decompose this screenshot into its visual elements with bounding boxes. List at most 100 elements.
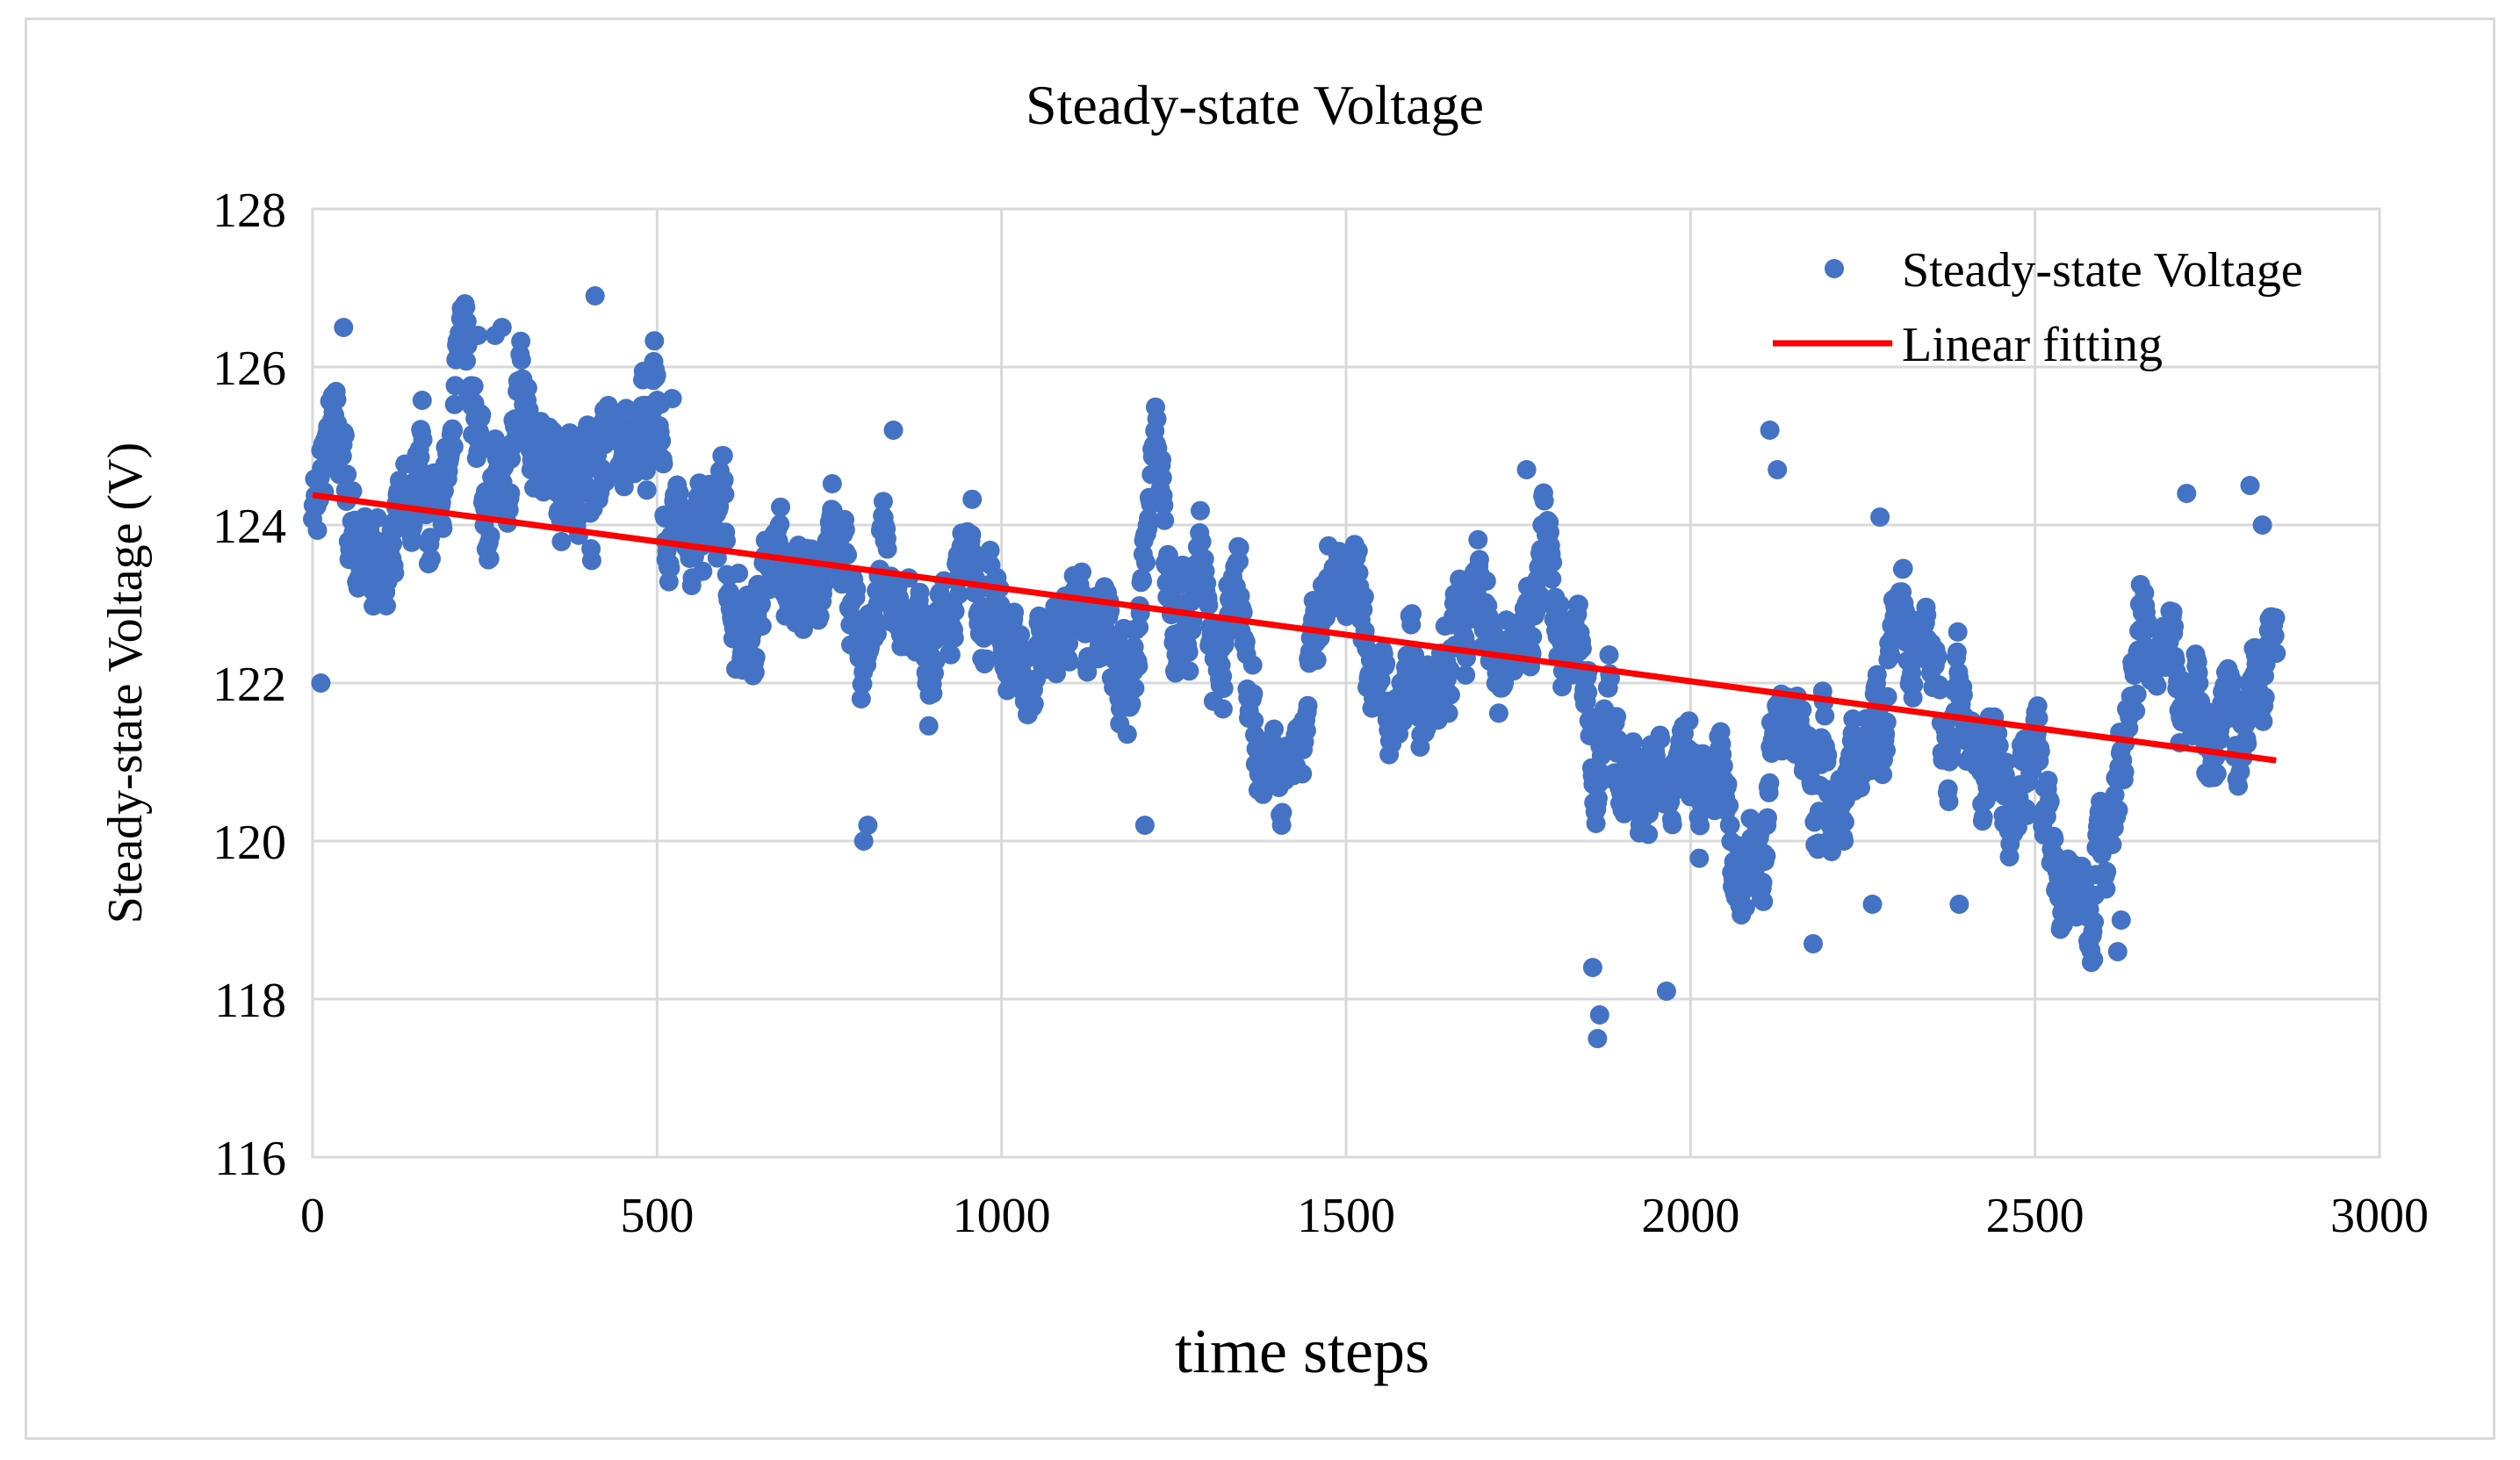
scatter-point bbox=[1804, 934, 1823, 953]
scatter-point bbox=[1953, 685, 1973, 705]
scatter-point bbox=[752, 593, 771, 614]
scatter-point bbox=[1753, 873, 1773, 893]
scatter-point bbox=[335, 425, 355, 445]
scatter-point bbox=[1947, 642, 1967, 662]
scatter-point bbox=[468, 326, 488, 345]
scatter-point bbox=[838, 545, 858, 565]
scatter-point bbox=[976, 649, 997, 669]
scatter-point bbox=[2237, 734, 2257, 754]
scatter-point bbox=[413, 429, 433, 450]
scatter-point bbox=[2252, 515, 2272, 535]
scatter-point bbox=[1147, 409, 1167, 429]
scatter-point bbox=[1129, 617, 1149, 637]
scatter-point bbox=[1760, 773, 1780, 793]
scatter-point bbox=[1572, 638, 1592, 658]
scatter-point bbox=[551, 531, 572, 551]
scatter-point bbox=[1689, 848, 1710, 868]
scatter-point bbox=[715, 485, 735, 505]
scatter-point bbox=[456, 298, 476, 317]
scatter-point bbox=[1376, 653, 1396, 673]
scatter-point bbox=[1948, 622, 1968, 642]
x-tick-label: 2500 bbox=[1986, 1189, 2084, 1243]
scatter-point bbox=[1047, 664, 1066, 684]
scatter-point bbox=[810, 606, 830, 626]
scatter-point bbox=[1904, 674, 1924, 694]
scatter-point bbox=[457, 312, 477, 332]
scatter-point bbox=[1717, 774, 1738, 795]
linear-fit-line bbox=[312, 492, 2277, 764]
scatter-point bbox=[1059, 633, 1079, 653]
scatter-point bbox=[1792, 700, 1812, 720]
scatter-point bbox=[1623, 732, 1643, 752]
scatter-point bbox=[1893, 558, 1913, 579]
scatter-point bbox=[2210, 730, 2230, 750]
scatter-point bbox=[2228, 776, 2249, 796]
scatter-point bbox=[1973, 808, 1993, 827]
scatter-point bbox=[1713, 756, 1733, 776]
scatter-point bbox=[480, 526, 500, 546]
scatter-point bbox=[1638, 824, 1659, 845]
scatter-point bbox=[1876, 712, 1897, 732]
scatter-point bbox=[2236, 714, 2256, 734]
scatter-point bbox=[402, 532, 421, 552]
scatter-point bbox=[1578, 682, 1598, 702]
scatter-point bbox=[464, 376, 484, 396]
scatter-point bbox=[1192, 532, 1212, 551]
scatter-point bbox=[1542, 569, 1562, 589]
scatter-point bbox=[2137, 611, 2157, 631]
scatter-point bbox=[1152, 450, 1171, 470]
scatter-point bbox=[1735, 897, 1755, 917]
scatter-point bbox=[883, 421, 904, 440]
scatter-point bbox=[1927, 646, 1948, 666]
scatter-point bbox=[1024, 694, 1044, 714]
chart-title: Steady-state Voltage bbox=[1026, 74, 1484, 136]
scatter-point bbox=[1523, 627, 1543, 647]
scatter-point bbox=[486, 429, 505, 450]
scatter-point bbox=[2030, 741, 2050, 761]
scatter-point bbox=[1128, 656, 1148, 676]
scatter-point bbox=[1440, 659, 1460, 680]
scatter-point bbox=[1881, 646, 1901, 666]
scatter-point bbox=[421, 549, 441, 569]
scatter-point bbox=[1753, 891, 1774, 911]
scatter-point bbox=[2114, 762, 2135, 782]
scatter-point bbox=[713, 446, 733, 465]
y-tick-label: 118 bbox=[214, 974, 286, 1028]
scatter-point bbox=[1004, 602, 1025, 622]
scatter-point bbox=[1348, 541, 1368, 561]
scatter-point bbox=[770, 514, 790, 535]
scatter-point bbox=[1139, 508, 1159, 529]
scatter-point bbox=[2127, 684, 2147, 704]
chart-frame: Steady-state Voltage 116 118 120 122 124 126 1… bbox=[25, 18, 2495, 1440]
scatter-point bbox=[2017, 805, 2037, 825]
scatter-point bbox=[1818, 745, 1838, 766]
scatter-point bbox=[367, 507, 387, 528]
scatter-point bbox=[745, 647, 766, 667]
scatter-point bbox=[1582, 958, 1602, 977]
y-tick-label: 116 bbox=[214, 1132, 286, 1186]
scatter-point bbox=[714, 470, 734, 490]
scatter-point bbox=[2265, 608, 2286, 628]
scatter-point bbox=[500, 483, 521, 503]
scatter-point bbox=[1690, 816, 1710, 836]
scatter-point bbox=[2108, 800, 2128, 820]
scatter-point bbox=[918, 716, 939, 736]
scatter-point bbox=[1588, 1029, 1608, 1048]
scatter-point bbox=[1152, 468, 1172, 488]
scatter-point bbox=[846, 579, 867, 600]
scatter-point bbox=[1760, 421, 1780, 440]
scatter-point bbox=[2107, 942, 2128, 961]
scatter-point bbox=[433, 518, 453, 538]
scatter-point bbox=[940, 644, 961, 665]
scatter-point bbox=[334, 318, 354, 337]
scatter-point bbox=[1867, 665, 1887, 685]
scatter-point bbox=[877, 539, 897, 559]
scatter-point bbox=[2038, 770, 2058, 790]
scatter-point bbox=[1213, 679, 1234, 698]
scatter-point bbox=[1679, 711, 1699, 731]
scatter-point bbox=[1815, 706, 1835, 726]
scatter-point bbox=[492, 318, 512, 337]
scatter-point bbox=[2163, 602, 2183, 622]
scatter-point bbox=[923, 683, 943, 703]
scatter-point bbox=[2189, 673, 2209, 694]
